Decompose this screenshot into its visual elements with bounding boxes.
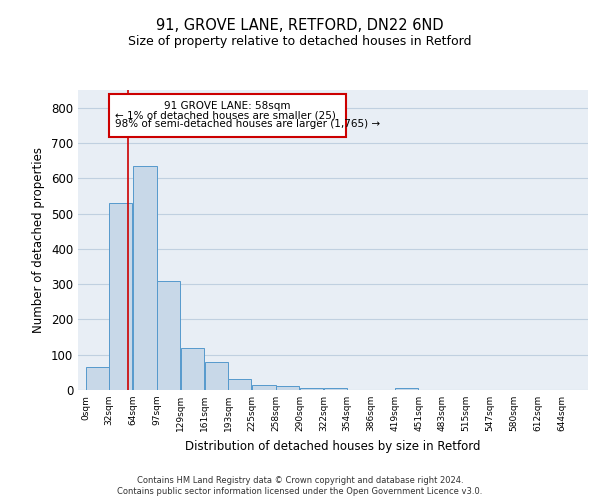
Bar [229,380,251,390]
Bar [157,280,181,390]
Text: ← 1% of detached houses are smaller (25): ← 1% of detached houses are smaller (25) [115,110,336,120]
Text: 91 GROVE LANE: 58sqm: 91 GROVE LANE: 58sqm [164,102,290,112]
X-axis label: Distribution of detached houses by size in Retford: Distribution of detached houses by size … [185,440,481,452]
Text: 98% of semi-detached houses are larger (1,765) →: 98% of semi-detached houses are larger (… [115,119,380,129]
Bar [133,166,157,390]
Text: Contains public sector information licensed under the Open Government Licence v3: Contains public sector information licen… [118,488,482,496]
FancyBboxPatch shape [109,94,346,136]
Text: 91, GROVE LANE, RETFORD, DN22 6ND: 91, GROVE LANE, RETFORD, DN22 6ND [156,18,444,32]
Bar [395,388,418,390]
Bar [277,386,299,390]
Bar [86,367,109,390]
Bar [109,203,133,390]
Bar [323,388,347,390]
Bar [300,388,323,390]
Text: Size of property relative to detached houses in Retford: Size of property relative to detached ho… [128,35,472,48]
Y-axis label: Number of detached properties: Number of detached properties [32,147,46,333]
Bar [252,384,276,390]
Bar [205,362,228,390]
Text: Contains HM Land Registry data © Crown copyright and database right 2024.: Contains HM Land Registry data © Crown c… [137,476,463,485]
Bar [181,348,204,390]
